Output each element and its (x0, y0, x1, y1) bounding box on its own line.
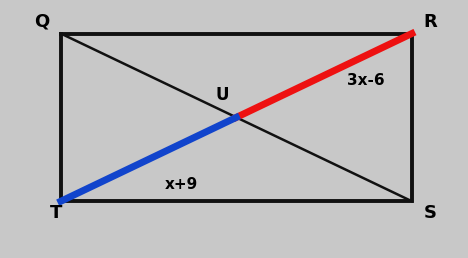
Text: 3x-6: 3x-6 (347, 73, 385, 88)
Text: T: T (50, 204, 62, 222)
Text: U: U (216, 86, 229, 104)
Text: x+9: x+9 (165, 178, 198, 192)
Text: R: R (424, 13, 437, 31)
Text: Q: Q (34, 13, 49, 31)
Text: S: S (424, 204, 437, 222)
